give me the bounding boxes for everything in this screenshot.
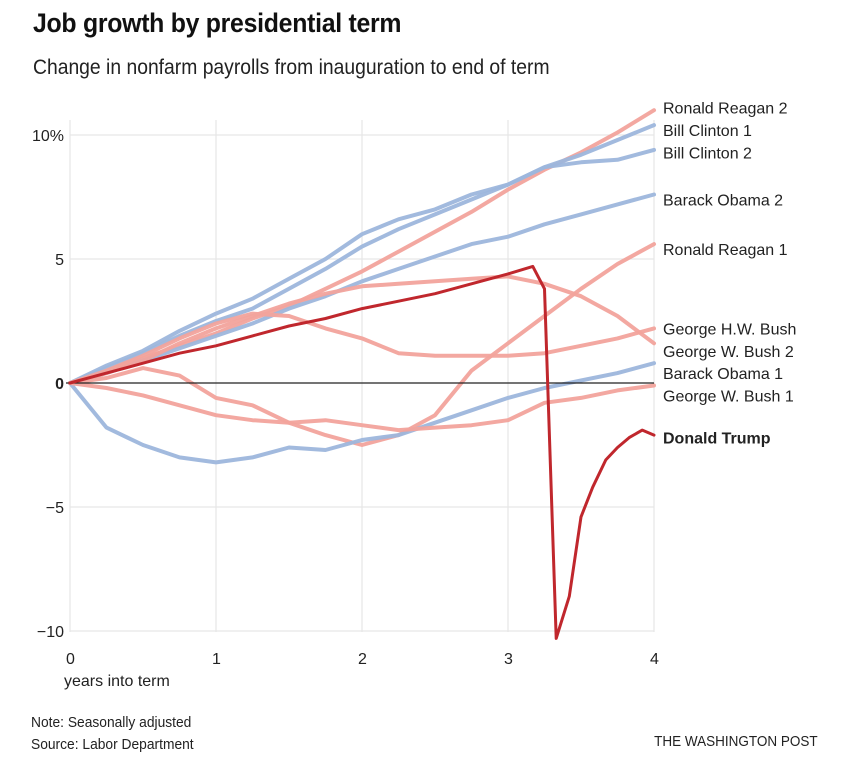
x-tick-label: 1: [212, 651, 221, 668]
series-label: Bill Clinton 1: [663, 123, 752, 140]
y-tick-label: 5: [55, 252, 64, 269]
series-line-donald-trump: [68, 264, 656, 640]
y-tick-label: −10: [37, 624, 64, 641]
series-label: Bill Clinton 2: [663, 145, 752, 162]
series-line-bill-clinton-2: [68, 147, 656, 385]
series-label: George H.W. Bush: [663, 321, 796, 338]
series-line-george-w-bush-1: [68, 381, 656, 433]
series-lines: [68, 108, 656, 465]
series-line-george-w-bush-2: [68, 311, 656, 385]
y-axis-ticks: 10% 5 0 −5 −10: [32, 128, 64, 641]
x-tick-label: 3: [504, 651, 513, 668]
series-label: Ronald Reagan 2: [663, 101, 788, 118]
x-tick-label: 0: [66, 651, 75, 668]
note-text: Note: Seasonally adjusted: [31, 714, 192, 731]
x-axis-ticks: 0 1 2 3 4: [66, 651, 659, 668]
series-line-barack-obama-2: [68, 192, 656, 385]
series-label: George W. Bush 1: [663, 388, 794, 405]
series-label: Donald Trump: [663, 431, 771, 448]
series-line-ronald-reagan-1: [68, 242, 656, 447]
chart-subtitle: Change in nonfarm payrolls from inaugura…: [33, 56, 550, 79]
series-label: Ronald Reagan 1: [663, 242, 788, 259]
chart-title: Job growth by presidential term: [33, 8, 402, 38]
y-tick-label: −5: [46, 500, 64, 517]
y-tick-label: 0: [55, 376, 64, 393]
source-text: Source: Labor Department: [31, 736, 194, 753]
y-tick-label: 10%: [32, 128, 64, 145]
x-tick-label: 4: [650, 651, 659, 668]
highlight-series: [68, 264, 656, 640]
footnote: Note: Seasonally adjusted Source: Labor …: [31, 712, 194, 756]
publisher-credit: THE WASHINGTON POST: [654, 733, 818, 750]
x-axis-label: years into term: [64, 673, 170, 690]
series-label: Barack Obama 2: [663, 192, 783, 209]
series-line-bill-clinton-1: [68, 123, 656, 385]
gridlines: [69, 120, 655, 632]
series-line-barack-obama-1: [68, 361, 656, 465]
series-line-george-h-w-bush: [68, 274, 656, 385]
series-label: George W. Bush 2: [663, 344, 794, 361]
series-labels: Ronald Reagan 2 Bill Clinton 1 Bill Clinto…: [663, 101, 796, 448]
x-tick-label: 2: [358, 651, 367, 668]
series-label: Barack Obama 1: [663, 366, 783, 383]
